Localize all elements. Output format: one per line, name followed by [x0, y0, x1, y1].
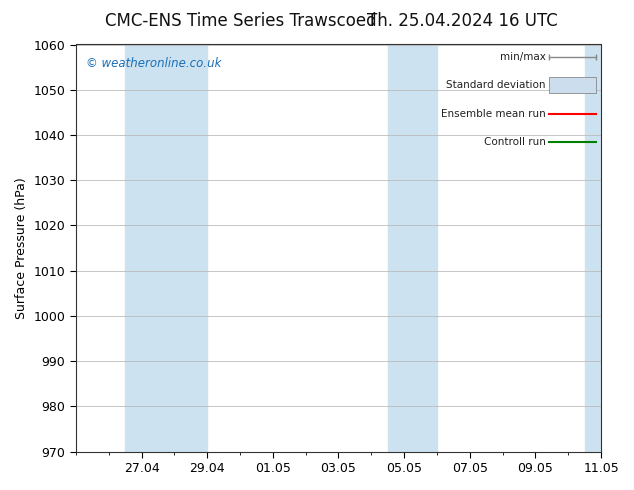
Text: © weatheronline.co.uk: © weatheronline.co.uk — [86, 57, 222, 70]
Text: Ensemble mean run: Ensemble mean run — [441, 109, 546, 119]
Text: Standard deviation: Standard deviation — [446, 80, 546, 90]
Bar — [585, 45, 601, 452]
Text: CMC-ENS Time Series Trawscoed: CMC-ENS Time Series Trawscoed — [105, 12, 377, 30]
Y-axis label: Surface Pressure (hPa): Surface Pressure (hPa) — [15, 177, 28, 319]
Bar — [548, 77, 596, 94]
Bar — [125, 45, 207, 452]
Bar — [388, 45, 437, 452]
Text: min/max: min/max — [500, 52, 546, 62]
Text: Th. 25.04.2024 16 UTC: Th. 25.04.2024 16 UTC — [368, 12, 558, 30]
Text: Controll run: Controll run — [484, 137, 546, 147]
